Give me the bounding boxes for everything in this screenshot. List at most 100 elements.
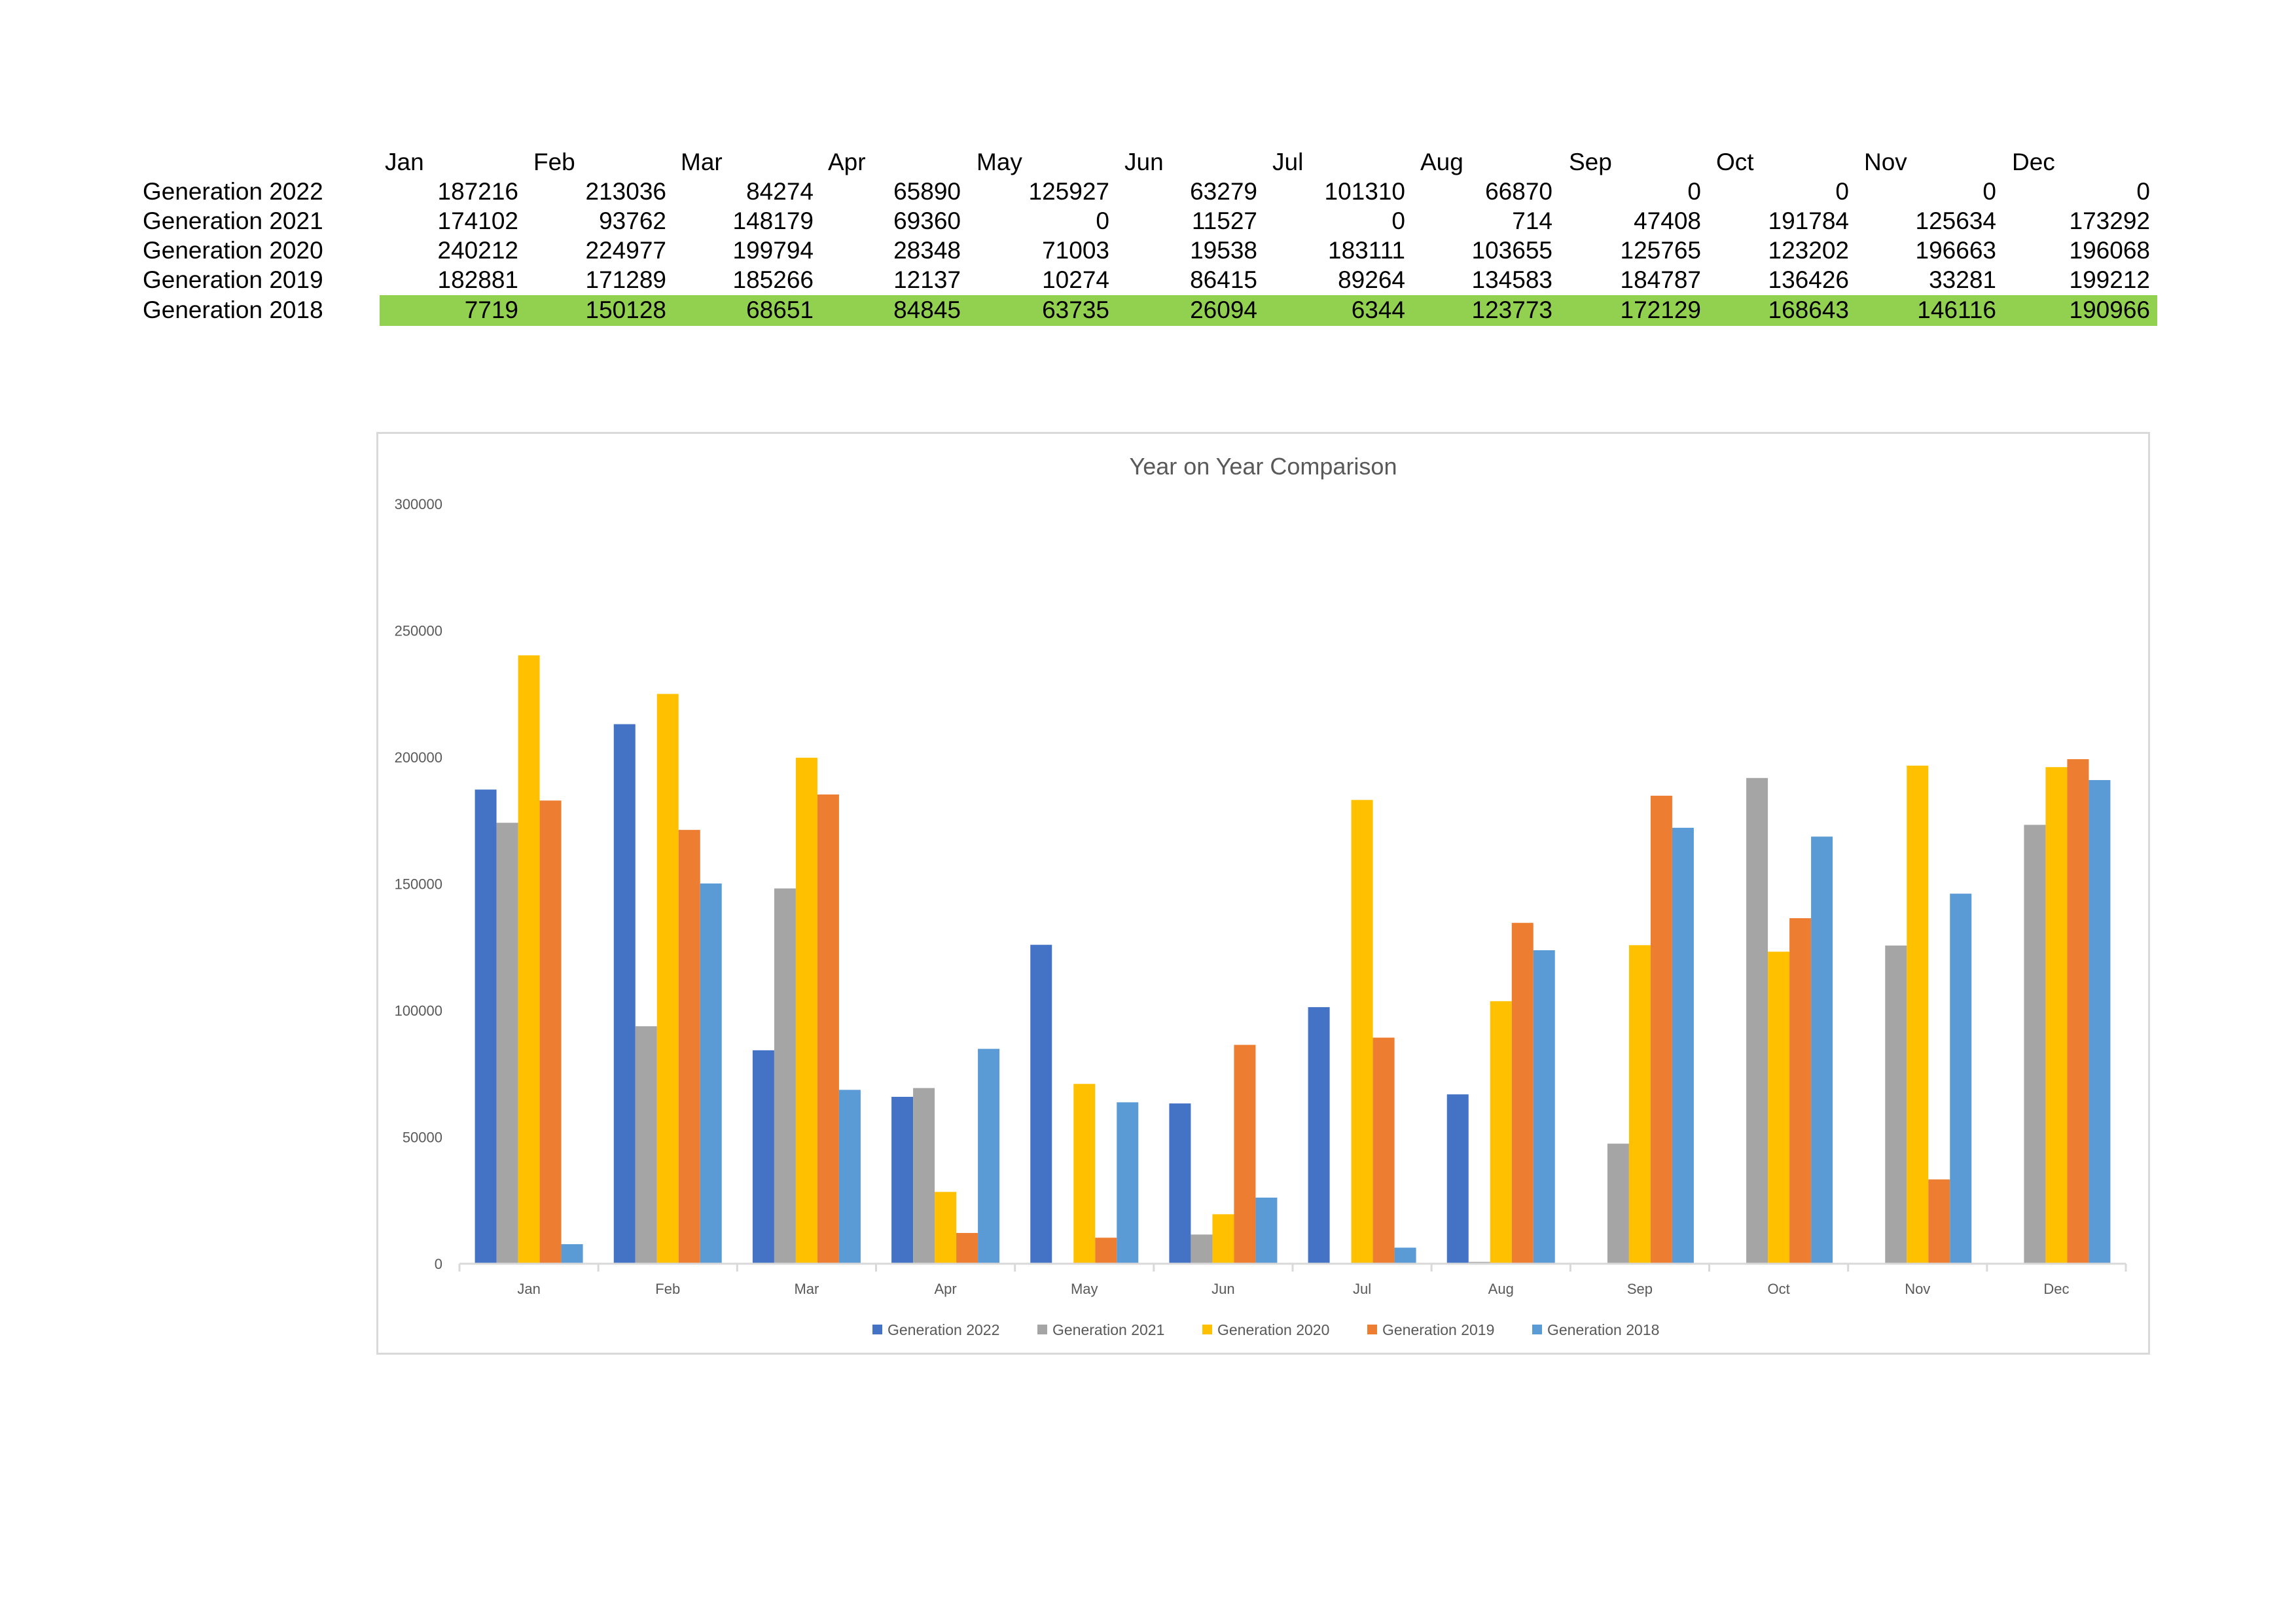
bar-generation-2022-jan (475, 789, 497, 1264)
bar-generation-2018-oct (1811, 836, 1833, 1264)
bar-generation-2020-nov (1907, 765, 1929, 1264)
x-axis-ticks (458, 1264, 2127, 1272)
bar-generation-2022-jul (1308, 1007, 1330, 1264)
x-tick-label: Apr (934, 1281, 956, 1297)
table-cell: 101310 (1324, 178, 1405, 205)
bar-generation-2021-sep (1607, 1143, 1629, 1264)
table-cell: 33281 (1929, 266, 1996, 293)
table-row-label: Generation 2018 (143, 296, 323, 323)
table-cell: 134583 (1471, 266, 1552, 293)
table-cell: 84845 (893, 296, 961, 323)
table-cell: 172129 (1620, 296, 1701, 323)
chart-title: Year on Year Comparison (1130, 453, 1397, 480)
table-cell: 103655 (1471, 237, 1552, 264)
x-tick-label: Jul (1353, 1281, 1371, 1297)
legend-label: Generation 2018 (1547, 1321, 1659, 1338)
table-cell: 63735 (1042, 296, 1109, 323)
legend-swatch (1202, 1325, 1212, 1334)
table-cell: 89264 (1338, 266, 1405, 293)
y-axis-ticks: 0 50000 100000 150000 200000 250000 300000 (395, 496, 442, 1272)
x-tick-label: Jan (517, 1281, 540, 1297)
bar-generation-2018-jan (561, 1244, 583, 1264)
table-cell: 10274 (1042, 266, 1109, 293)
y-tick-label: 200000 (395, 749, 442, 766)
bar-generation-2021-nov (1885, 945, 1907, 1264)
table-cell: 196663 (1915, 237, 1996, 264)
y-tick-label: 300000 (395, 496, 442, 512)
table-cell: 84274 (746, 178, 814, 205)
table-cell: 146116 (1917, 296, 1996, 323)
table-cell: 0 (1391, 207, 1405, 234)
table-cell: 173292 (2069, 207, 2150, 234)
table-cell: 714 (1512, 207, 1552, 234)
table-month-header: Dec (2012, 149, 2055, 175)
table-cell: 26094 (1190, 296, 1257, 323)
table-cell: 69360 (893, 207, 961, 234)
table-cell: 28348 (893, 237, 961, 264)
y-tick-label: 0 (435, 1256, 442, 1272)
table-month-header: Jun (1124, 149, 1164, 175)
table-cell: 86415 (1190, 266, 1257, 293)
bar-generation-2019-sep (1650, 795, 1672, 1264)
data-table: Jan Feb Mar Apr May Jun Jul Aug Sep Oct Nov Dec Gene… (0, 0, 2296, 340)
bar-generation-2019-may (1095, 1238, 1117, 1264)
x-tick-label: Aug (1488, 1281, 1514, 1297)
table-cell: 168643 (1768, 296, 1849, 323)
bar-generation-2018-feb (700, 883, 722, 1264)
bar-generation-2019-dec (2067, 759, 2089, 1264)
table-month-header: Mar (681, 149, 723, 175)
bar-generation-2020-aug (1490, 1001, 1512, 1264)
x-tick-label: Mar (794, 1281, 819, 1297)
table-cell: 65890 (893, 178, 961, 205)
table-cell: 0 (1687, 178, 1701, 205)
bar-generation-2021-oct (1746, 777, 1768, 1264)
x-tick-label: Sep (1627, 1281, 1653, 1297)
bar-generation-2019-mar (817, 794, 839, 1264)
legend-label: Generation 2019 (1382, 1321, 1494, 1338)
x-tick-label: Feb (655, 1281, 680, 1297)
table-cell: 224977 (585, 237, 666, 264)
table-row-label: Generation 2019 (143, 266, 323, 293)
legend-swatch (872, 1325, 882, 1334)
bar-generation-2022-mar (752, 1050, 774, 1264)
legend-label: Generation 2020 (1217, 1321, 1329, 1338)
table-cell: 187216 (437, 178, 518, 205)
table-month-header: Jan (385, 149, 424, 175)
bar-generation-2018-apr (978, 1048, 1000, 1264)
table-cell: 68651 (746, 296, 814, 323)
bar-generation-2019-apr (956, 1233, 978, 1264)
bar-generation-2019-jan (539, 800, 562, 1264)
bar-generation-2018-mar (838, 1090, 861, 1264)
bar-generation-2021-jun (1191, 1234, 1213, 1264)
bar-generation-2019-jun (1234, 1044, 1256, 1264)
table-cell: 148179 (732, 207, 814, 234)
bar-generation-2018-may (1117, 1102, 1139, 1264)
legend-label: Generation 2022 (888, 1321, 999, 1338)
bar-generation-2022-feb (613, 724, 636, 1264)
table-cell: 66870 (1485, 178, 1552, 205)
bar-generation-2020-feb (656, 694, 679, 1264)
table-month-header: Aug (1420, 149, 1463, 175)
x-tick-label: Nov (1905, 1281, 1930, 1297)
x-tick-label: Jun (1211, 1281, 1234, 1297)
bar-chart: Year on Year Comparison 0 50000 100000 1500… (395, 453, 2127, 1338)
x-tick-label: Oct (1767, 1281, 1789, 1297)
bar-generation-2020-apr (935, 1192, 957, 1264)
table-cell: 0 (2136, 178, 2150, 205)
table-cell: 123773 (1471, 296, 1552, 323)
table-cell: 191784 (1768, 207, 1849, 234)
table-cell: 136426 (1768, 266, 1849, 293)
table-cell: 125634 (1915, 207, 1996, 234)
x-tick-label: May (1071, 1281, 1098, 1297)
table-cell: 47408 (1634, 207, 1701, 234)
table-cell: 196068 (2069, 237, 2150, 264)
bar-generation-2020-mar (795, 757, 817, 1264)
bar-generation-2018-jun (1255, 1198, 1278, 1264)
y-tick-label: 100000 (395, 1003, 442, 1019)
table-cell: 171289 (585, 266, 666, 293)
table-cell: 93762 (599, 207, 666, 234)
bar-generation-2020-may (1073, 1084, 1096, 1264)
table-cell: 63279 (1190, 178, 1257, 205)
table-cell: 6344 (1351, 296, 1405, 323)
bars (475, 655, 2111, 1264)
